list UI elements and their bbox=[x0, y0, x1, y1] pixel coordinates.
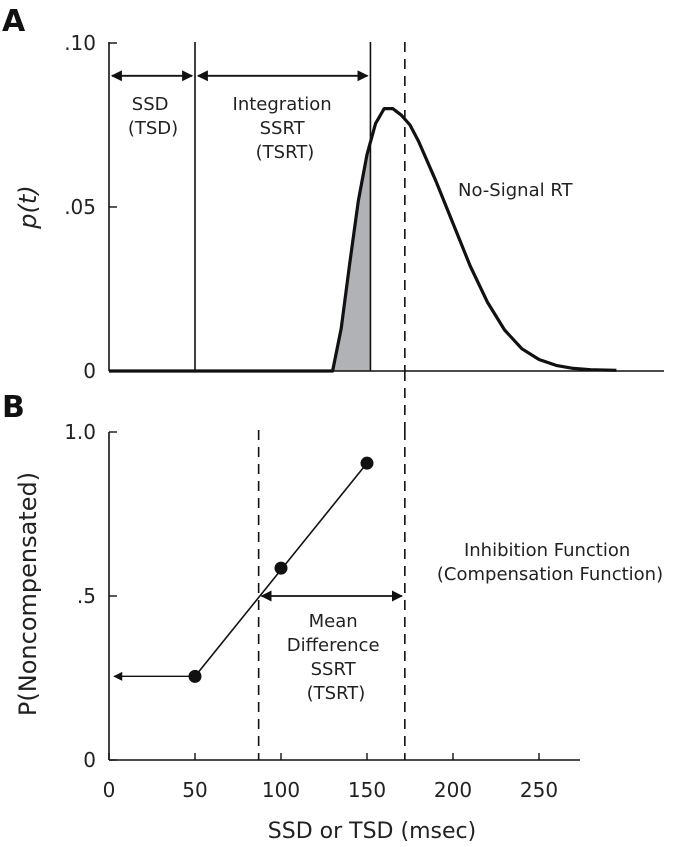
x-tick-label: 0 bbox=[103, 778, 116, 802]
integration-ssrt-annotation: Integration SSRT (TSRT) bbox=[233, 94, 338, 163]
data-point bbox=[188, 669, 202, 683]
panel-b-y-tick-label: 1.0 bbox=[64, 420, 96, 444]
inhibition-function-annotation: Inhibition Function (Compensation Functi… bbox=[437, 540, 663, 585]
ssd-annotation: SSD (TSD) bbox=[128, 94, 178, 139]
panel-b-y-tick-label: .5 bbox=[77, 584, 96, 608]
panel-b-y-tick-label: 0 bbox=[83, 748, 96, 772]
x-tick-label: 50 bbox=[182, 778, 207, 802]
panel-a: A .10 .05 0 SSD (TSD) Integration SSRT (TS… bbox=[2, 4, 664, 430]
mean-difference-ssrt-annotation: Mean Difference SSRT (TSRT) bbox=[287, 611, 386, 704]
x-tick-label: 150 bbox=[348, 778, 386, 802]
panel-a-y-tick-label: .05 bbox=[64, 195, 96, 219]
panel-b-y-axis-title: P(Noncompensated) bbox=[14, 472, 42, 716]
x-tick-label: 100 bbox=[262, 778, 300, 802]
panel-b: B 1.0 .5 0 0 50 100 150 200 250 Inhibition Func… bbox=[2, 390, 663, 844]
x-tick-label: 200 bbox=[434, 778, 472, 802]
x-axis-title: SSD or TSD (msec) bbox=[268, 819, 476, 844]
panel-a-y-tick-label: .10 bbox=[64, 31, 96, 55]
panel-a-letter: A bbox=[2, 4, 26, 39]
panel-a-y-axis-title: p(t) bbox=[14, 185, 42, 229]
panel-b-letter: B bbox=[2, 390, 25, 425]
data-point bbox=[274, 561, 288, 575]
data-point bbox=[360, 456, 374, 470]
no-signal-rt-label: No-Signal RT bbox=[458, 180, 574, 201]
no-signal-rt-curve bbox=[109, 107, 617, 373]
panel-a-y-tick-label: 0 bbox=[83, 359, 96, 383]
x-tick-label: 250 bbox=[520, 778, 558, 802]
